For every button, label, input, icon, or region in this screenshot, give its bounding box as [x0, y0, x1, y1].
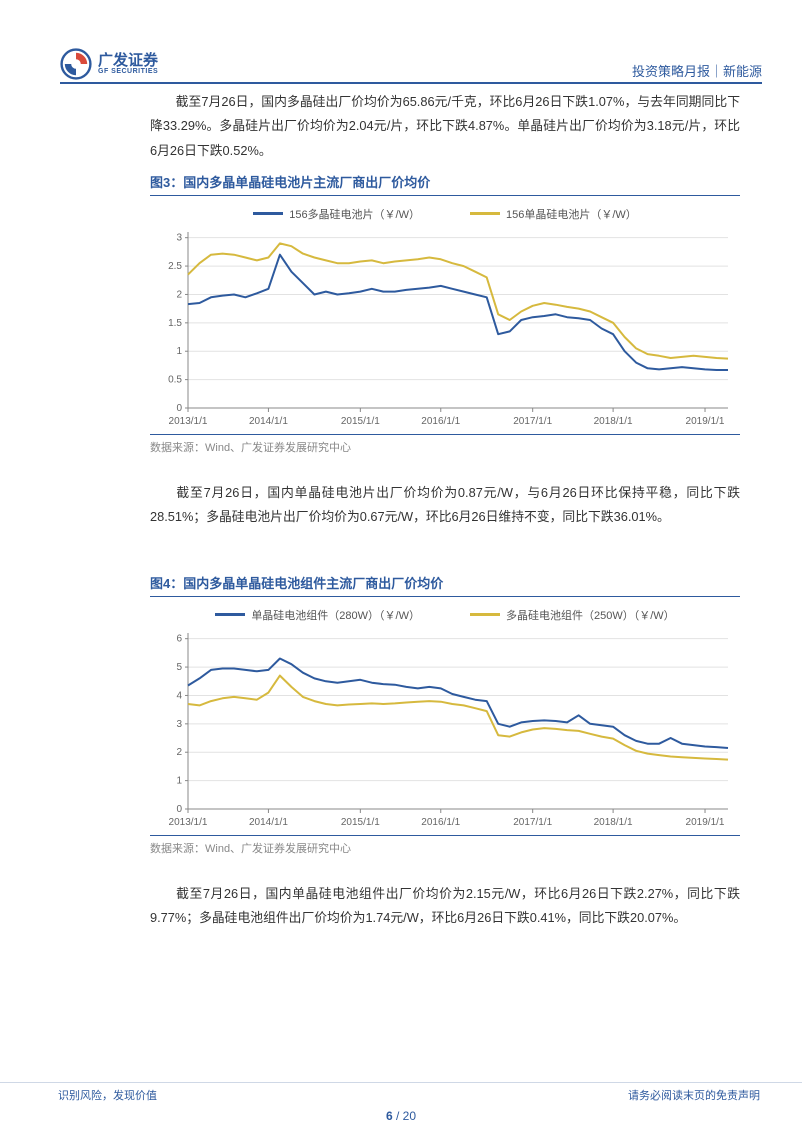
- svg-text:2: 2: [176, 289, 182, 300]
- fig4-svg: 0 1 2 3 4 5 6 2013/1/1 2014/1/1 2015/1/1 2016/1/1 2…: [150, 627, 740, 837]
- fig3-legend-0: 156多晶硅电池片（￥/W）: [289, 206, 420, 222]
- page-current: 6: [386, 1109, 393, 1123]
- fig3-title: 图3：国内多晶单晶硅电池片主流厂商出厂价均价: [150, 169, 740, 196]
- logo-text: 广发证券: [98, 53, 158, 68]
- fig3-chart: 156多晶硅电池片（￥/W） 156单晶硅电池片（￥/W） 0 0.5 1 1.5 2 2…: [150, 196, 740, 436]
- svg-text:2014/1/1: 2014/1/1: [249, 416, 288, 427]
- svg-text:1: 1: [176, 346, 182, 357]
- svg-text:6: 6: [176, 633, 182, 644]
- svg-text:2019/1/1: 2019/1/1: [686, 416, 725, 427]
- fig3-legend: 156多晶硅电池片（￥/W） 156单晶硅电池片（￥/W）: [150, 196, 740, 226]
- svg-text:2013/1/1: 2013/1/1: [169, 416, 208, 427]
- svg-text:2019/1/1: 2019/1/1: [686, 817, 725, 828]
- fig4-title: 图4：国内多晶单晶硅电池组件主流厂商出厂价均价: [150, 570, 740, 597]
- svg-text:5: 5: [176, 662, 182, 673]
- fig4-legend-sw-0: [215, 613, 245, 616]
- svg-text:2015/1/1: 2015/1/1: [341, 817, 380, 828]
- para2-text: 截至7月26日，国内单晶硅电池片出厂价均价为0.87元/W，与6月26日环比保持…: [150, 485, 740, 524]
- paragraph-3: 截至7月26日，国内单晶硅电池组件出厂价均价为2.15元/W，环比6月26日下跌…: [150, 882, 740, 931]
- svg-text:2014/1/1: 2014/1/1: [249, 817, 288, 828]
- svg-text:2015/1/1: 2015/1/1: [341, 416, 380, 427]
- para3-text: 截至7月26日，国内单晶硅电池组件出厂价均价为2.15元/W，环比6月26日下跌…: [150, 886, 740, 925]
- para1-text: 截至7月26日，国内多晶硅出厂价均价为65.86元/千克，环比6月26日下跌1.…: [150, 94, 740, 158]
- fig3-legend-sw-1: [470, 212, 500, 215]
- logo: 广发证券 GF SECURITIES: [60, 48, 158, 80]
- svg-text:2016/1/1: 2016/1/1: [421, 416, 460, 427]
- svg-text:0: 0: [176, 804, 182, 815]
- footer-right: 请务必阅读末页的免责声明: [628, 1087, 760, 1103]
- fig3-legend-1: 156单晶硅电池片（￥/W）: [506, 206, 637, 222]
- svg-text:2018/1/1: 2018/1/1: [594, 416, 633, 427]
- fig4-legend-sw-1: [470, 613, 500, 616]
- fig4-chart: 单晶硅电池组件（280W）（￥/W） 多晶硅电池组件（250W）（￥/W） 0 1…: [150, 597, 740, 837]
- fig3-svg: 0 0.5 1 1.5 2 2.5 3 2013/1/1 2014/1/1 2015/1/1 201…: [150, 226, 740, 436]
- svg-text:3: 3: [176, 718, 182, 729]
- paragraph-1: 截至7月26日，国内多晶硅出厂价均价为65.86元/千克，环比6月26日下跌1.…: [150, 90, 740, 163]
- svg-text:2: 2: [176, 747, 182, 758]
- svg-text:2017/1/1: 2017/1/1: [513, 416, 552, 427]
- paragraph-2: 截至7月26日，国内单晶硅电池片出厂价均价为0.87元/W，与6月26日环比保持…: [150, 481, 740, 530]
- footer-left: 识别风险，发现价值: [58, 1087, 157, 1103]
- fig4-source: 数据来源：Wind、广发证券发展研究中心: [150, 835, 740, 856]
- svg-text:1.5: 1.5: [168, 318, 182, 329]
- svg-text:0.5: 0.5: [168, 375, 182, 386]
- svg-text:2013/1/1: 2013/1/1: [169, 817, 208, 828]
- svg-text:0: 0: [176, 403, 182, 414]
- page-total: 20: [403, 1109, 416, 1123]
- logo-subtext: GF SECURITIES: [98, 68, 158, 75]
- fig3-source: 数据来源：Wind、广发证券发展研究中心: [150, 434, 740, 455]
- fig4-legend: 单晶硅电池组件（280W）（￥/W） 多晶硅电池组件（250W）（￥/W）: [150, 597, 740, 627]
- page-number: 6 / 20: [0, 1109, 802, 1123]
- svg-text:4: 4: [176, 690, 182, 701]
- page-footer: 识别风险，发现价值 请务必阅读末页的免责声明: [0, 1082, 802, 1103]
- svg-text:2.5: 2.5: [168, 261, 182, 272]
- svg-text:3: 3: [176, 233, 182, 244]
- page-header: 广发证券 GF SECURITIES 投资策略月报｜新能源: [60, 48, 762, 84]
- svg-text:1: 1: [176, 775, 182, 786]
- svg-text:2016/1/1: 2016/1/1: [421, 817, 460, 828]
- svg-text:2017/1/1: 2017/1/1: [513, 817, 552, 828]
- header-right: 投资策略月报｜新能源: [632, 61, 762, 80]
- fig4-legend-0: 单晶硅电池组件（280W）（￥/W）: [251, 607, 420, 623]
- fig3-legend-sw-0: [253, 212, 283, 215]
- fig4-legend-1: 多晶硅电池组件（250W）（￥/W）: [506, 607, 675, 623]
- svg-text:2018/1/1: 2018/1/1: [594, 817, 633, 828]
- gf-logo-icon: [60, 48, 92, 80]
- page-sep: /: [393, 1109, 403, 1123]
